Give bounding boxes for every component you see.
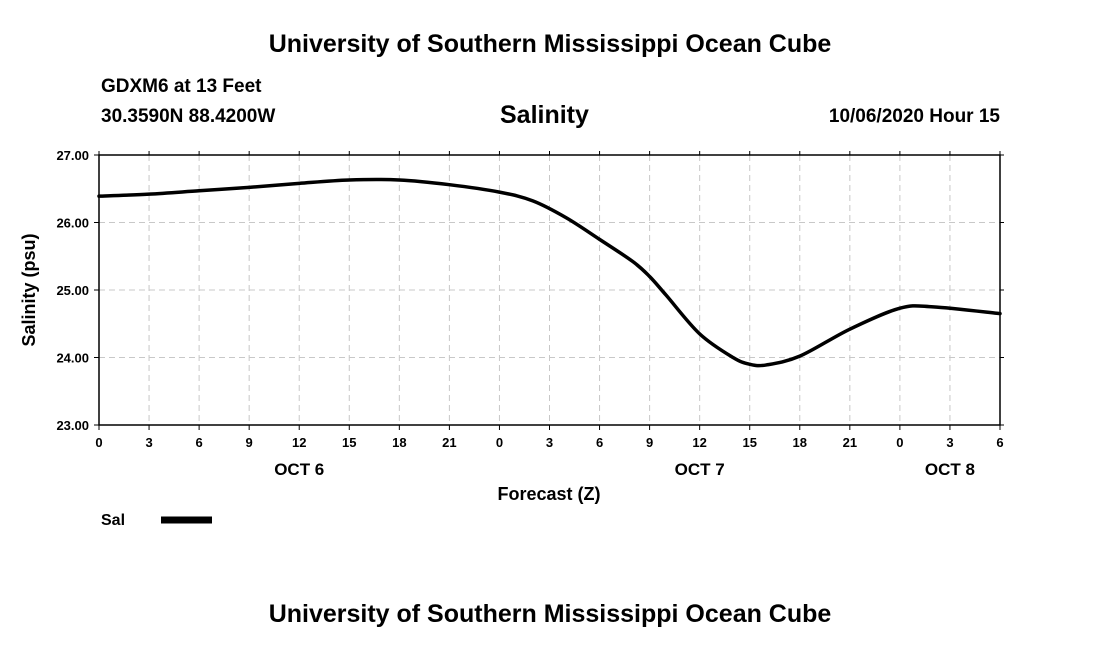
footer-title: University of Southern Mississippi Ocean… — [268, 600, 832, 628]
x-date-label: OCT 7 — [675, 460, 725, 479]
main-title: University of Southern Mississippi Ocean… — [268, 30, 832, 58]
x-date-label: OCT 8 — [925, 460, 975, 479]
datetime-label: 10/06/2020 Hour 15 — [828, 106, 1000, 127]
x-tick-label: 12 — [292, 435, 306, 450]
plot-frame — [98, 154, 1001, 426]
x-tick-label: 18 — [392, 435, 406, 450]
axis-labels: Forecast (Z) Salinity (psu) — [19, 233, 601, 504]
x-tick-label: 21 — [442, 435, 456, 450]
x-tick-label: 6 — [596, 435, 603, 450]
x-tick-label: 18 — [793, 435, 807, 450]
x-tick-label: 12 — [692, 435, 706, 450]
station-label: GDXM6 at 13 Feet — [101, 76, 262, 97]
x-tick-label: 0 — [896, 435, 903, 450]
x-date-label: OCT 6 — [274, 460, 324, 479]
y-axis-title: Salinity (psu) — [19, 233, 39, 346]
x-tick-label: 15 — [742, 435, 756, 450]
series-line-sal — [97, 177, 1002, 368]
series — [97, 177, 1002, 368]
y-tick-label: 25.00 — [56, 283, 89, 298]
x-tick-label: 0 — [95, 435, 102, 450]
y-tick-label: 26.00 — [56, 216, 89, 231]
legend: Sal — [101, 512, 212, 529]
x-tick-label: 3 — [145, 435, 152, 450]
y-tick-label: 24.00 — [56, 351, 89, 366]
grid — [99, 155, 1000, 425]
chart-title: Salinity — [500, 101, 589, 129]
y-tick-label: 23.00 — [56, 418, 89, 433]
legend-label: Sal — [101, 512, 125, 529]
x-tick-label: 9 — [246, 435, 253, 450]
x-tick-label: 3 — [546, 435, 553, 450]
x-tick-label: 9 — [646, 435, 653, 450]
y-tick-label: 27.00 — [56, 148, 89, 163]
axes: 0 3 6 9 12 15 18 21 0 3 6 9 12 15 18 21 0 3 6 23.00 24.00 25.… — [56, 148, 1004, 479]
x-tick-label: 6 — [195, 435, 202, 450]
x-tick-label: 21 — [843, 435, 857, 450]
coordinates-label: 30.3590N 88.4200W — [101, 106, 276, 127]
x-tick-label: 6 — [996, 435, 1003, 450]
x-tick-label: 15 — [342, 435, 356, 450]
x-tick-label: 0 — [496, 435, 503, 450]
x-tick-label: 3 — [946, 435, 953, 450]
x-axis-title: Forecast (Z) — [497, 484, 600, 504]
